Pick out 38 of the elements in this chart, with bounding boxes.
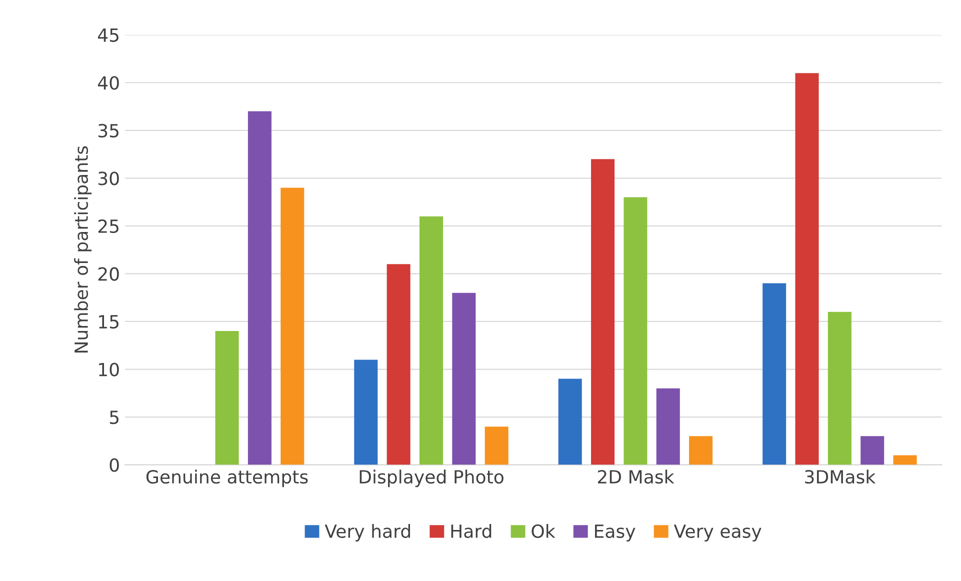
- y-axis-title: Number of participants: [74, 146, 92, 352]
- legend-label: Ok: [532, 524, 556, 538]
- bar: [558, 378, 582, 465]
- bar: [484, 426, 508, 465]
- bar: [689, 436, 713, 465]
- y-tick-label: 5: [110, 410, 118, 424]
- x-tick-label: Displayed Photo: [360, 470, 504, 488]
- bar: [591, 159, 615, 465]
- bar: [762, 283, 786, 465]
- x-tick-label: 3DMask: [805, 470, 876, 484]
- bar: [656, 388, 680, 465]
- bar: [452, 292, 476, 465]
- y-tick-label: 45: [98, 28, 118, 42]
- legend-label: Very easy: [674, 524, 762, 542]
- y-tick-label: 10: [99, 362, 119, 376]
- bar: [248, 111, 272, 465]
- y-tick-label: 25: [98, 219, 118, 234]
- y-tick-label: 0: [110, 458, 119, 472]
- x-tick-label: Genuine attempts: [146, 470, 308, 488]
- bar: [828, 312, 852, 465]
- bar: [893, 455, 917, 465]
- legend-label: Very hard: [324, 524, 410, 542]
- y-tick-label: 15: [99, 315, 118, 329]
- bar: [624, 197, 648, 465]
- y-tick-label: 40: [98, 76, 119, 90]
- x-tick-label: 2D Mask: [598, 470, 674, 484]
- y-tick-label: 35: [98, 124, 118, 138]
- bar: [354, 360, 378, 465]
- bar: [386, 264, 410, 465]
- bar: [419, 216, 444, 465]
- bar: [215, 331, 239, 465]
- legend-label: Easy: [595, 524, 636, 542]
- bar: [280, 188, 304, 465]
- bar: [860, 436, 884, 465]
- legend-label: Hard: [451, 524, 492, 538]
- y-tick-label: 30: [98, 172, 119, 186]
- bar: [795, 73, 819, 465]
- y-tick-label: 20: [98, 267, 119, 281]
